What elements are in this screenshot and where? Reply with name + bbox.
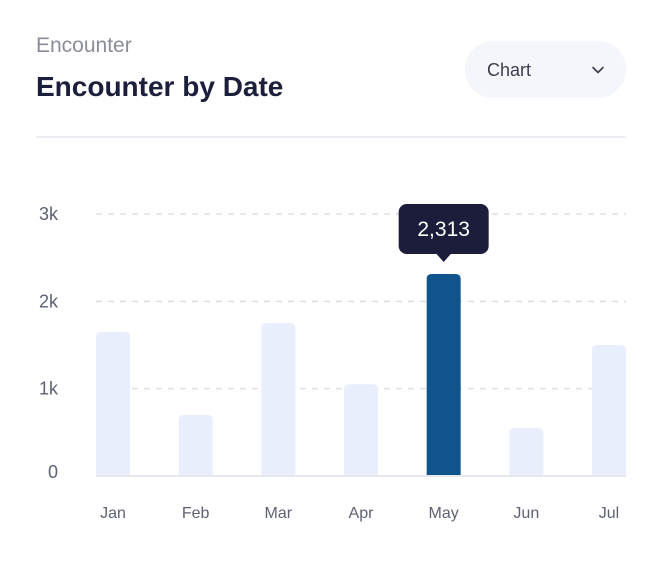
- x-tick-label: Jan: [100, 505, 126, 522]
- bar-feb[interactable]: [178, 414, 213, 476]
- y-tick-label: 2k: [39, 291, 59, 311]
- tooltip-box: [398, 203, 489, 254]
- bar-apr[interactable]: [344, 384, 378, 476]
- bar-chart: 0 1k 2k 3k Jan Feb Mar Apr May Jun Jul 2,313: [39, 203, 626, 522]
- header-divider: [36, 136, 626, 138]
- dropdown-selected-value: Chart: [487, 60, 532, 80]
- card-subtitle: Encounter: [36, 34, 132, 57]
- tooltip-value: 2,313: [417, 218, 470, 241]
- y-tick-label: 1k: [39, 379, 59, 399]
- tooltip-pointer: [435, 252, 452, 262]
- x-tick-label: Jul: [599, 505, 619, 522]
- bar-may[interactable]: [426, 273, 461, 476]
- bar-jul[interactable]: [592, 345, 626, 476]
- bar-mar[interactable]: [261, 323, 296, 476]
- x-tick-label: Mar: [265, 505, 293, 522]
- bar-jun[interactable]: [509, 427, 544, 476]
- x-tick-label: May: [429, 505, 459, 522]
- x-tick-label: Feb: [182, 505, 210, 522]
- y-tick-label: 0: [48, 462, 58, 482]
- x-tick-label: Jun: [513, 505, 539, 522]
- chevron-down-icon: [592, 66, 604, 74]
- bar-jan[interactable]: [96, 331, 130, 476]
- card-title: Encounter by Date: [36, 71, 284, 102]
- view-type-dropdown[interactable]: Chart: [465, 41, 626, 98]
- y-tick-label: 3k: [39, 204, 59, 224]
- x-tick-label: Apr: [349, 505, 375, 522]
